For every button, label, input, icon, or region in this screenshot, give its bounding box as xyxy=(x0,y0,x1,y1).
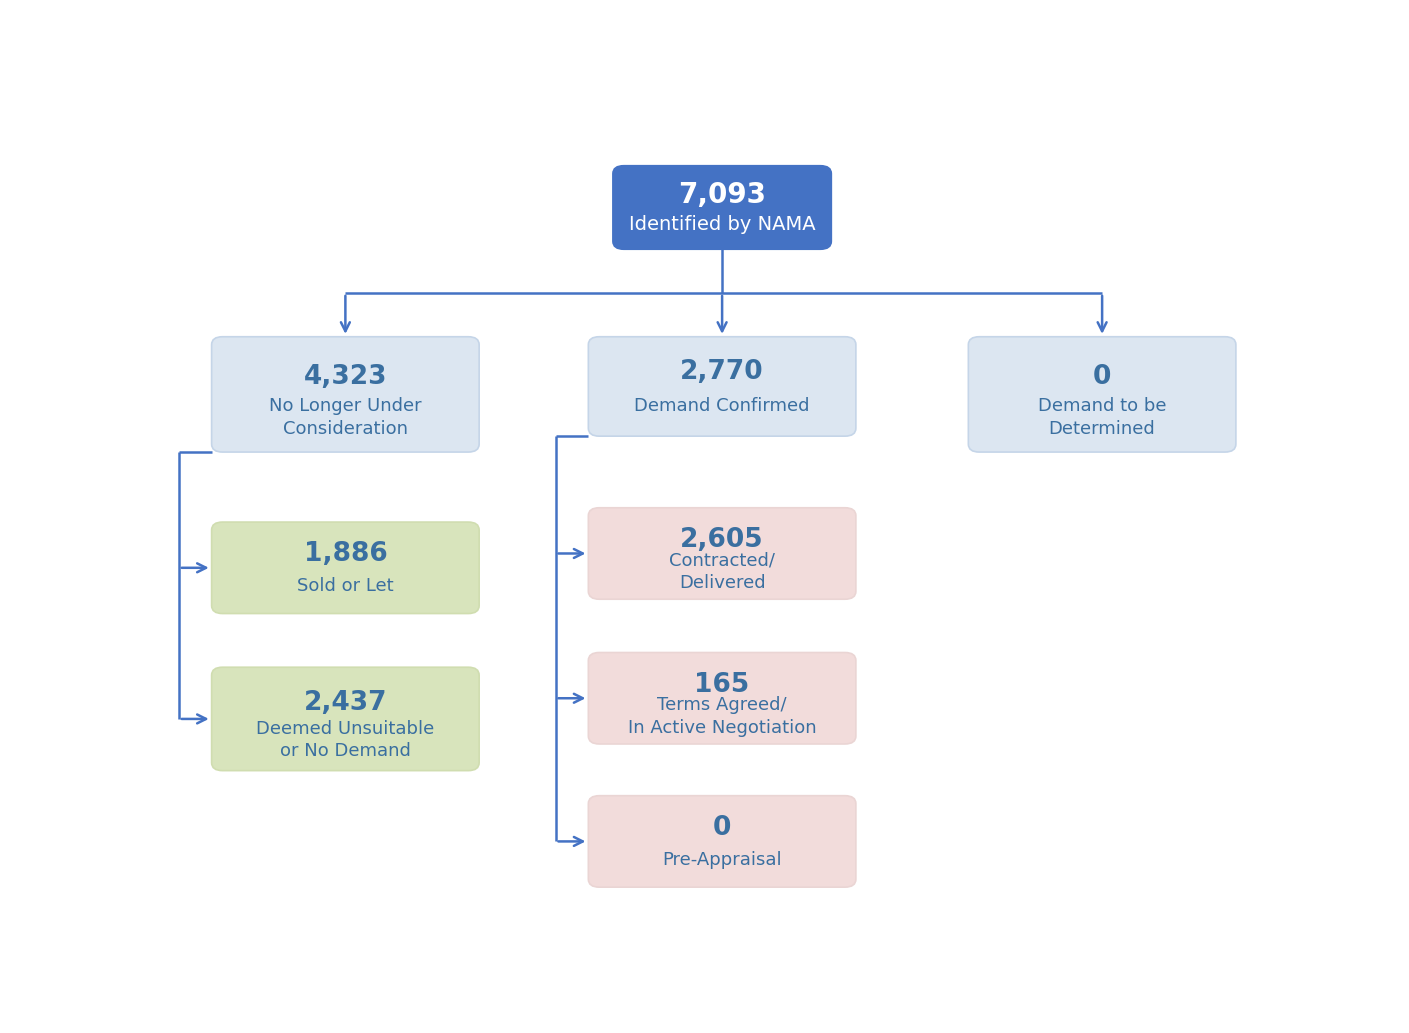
Text: 4,323: 4,323 xyxy=(303,364,387,390)
Text: No Longer Under
Consideration: No Longer Under Consideration xyxy=(269,398,421,438)
Text: 7,093: 7,093 xyxy=(678,181,766,209)
FancyBboxPatch shape xyxy=(211,667,479,771)
Text: 165: 165 xyxy=(695,671,750,697)
Text: 0: 0 xyxy=(713,815,731,841)
Text: Terms Agreed/
In Active Negotiation: Terms Agreed/ In Active Negotiation xyxy=(628,696,816,737)
Text: Contracted/
Delivered: Contracted/ Delivered xyxy=(669,552,775,592)
Text: 2,605: 2,605 xyxy=(681,527,764,553)
Text: Demand to be
Determined: Demand to be Determined xyxy=(1038,398,1167,438)
FancyBboxPatch shape xyxy=(211,522,479,614)
Text: 1,886: 1,886 xyxy=(303,541,387,567)
Text: 0: 0 xyxy=(1093,364,1112,390)
Text: 2,770: 2,770 xyxy=(681,358,764,384)
FancyBboxPatch shape xyxy=(211,337,479,452)
Text: Deemed Unsuitable
or No Demand: Deemed Unsuitable or No Demand xyxy=(256,720,434,759)
FancyBboxPatch shape xyxy=(589,337,855,436)
Text: Sold or Let: Sold or Let xyxy=(297,577,393,595)
Text: Demand Confirmed: Demand Confirmed xyxy=(634,398,810,415)
Text: 2,437: 2,437 xyxy=(303,690,387,717)
Text: Pre-Appraisal: Pre-Appraisal xyxy=(662,851,782,869)
Text: Identified by NAMA: Identified by NAMA xyxy=(628,215,816,233)
FancyBboxPatch shape xyxy=(589,795,855,887)
FancyBboxPatch shape xyxy=(589,653,855,744)
FancyBboxPatch shape xyxy=(968,337,1236,452)
FancyBboxPatch shape xyxy=(589,508,855,599)
FancyBboxPatch shape xyxy=(613,165,831,249)
